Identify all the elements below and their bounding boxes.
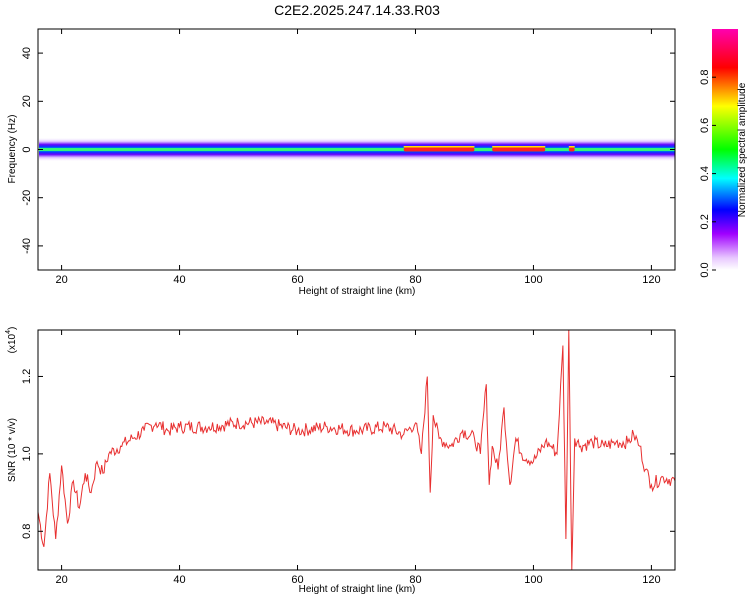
- band-peak-halo: [403, 146, 475, 148]
- snr-xtick-label: 100: [524, 574, 542, 586]
- colorbar-tick-label: 0.8: [699, 70, 711, 85]
- spectrogram-ticks: 20 40 60 80 100 120 40 20 0 -20 -40: [21, 29, 675, 286]
- spectrogram-xtick-label: 40: [173, 274, 185, 286]
- band-peak-segment: [568, 147, 575, 152]
- colorbar-tick-label: 0.2: [699, 214, 711, 229]
- band-core: [39, 148, 675, 151]
- snr-ytick-label: 0.8: [21, 524, 33, 539]
- colorbar-tick-label: 0.4: [699, 166, 711, 181]
- colorbar-gradient: [712, 29, 738, 270]
- spectrogram-panel: 20 40 60 80 100 120 40 20 0 -20 -40 Height of stra…: [7, 28, 676, 297]
- snr-frame: [37, 329, 676, 571]
- snr-ytick-label: 1.0: [21, 446, 33, 461]
- colorbar-label: Normalized spectral amplitude: [737, 82, 748, 217]
- snr-scale-base: (x10: [7, 333, 18, 353]
- snr-xtick-label: 60: [291, 574, 303, 586]
- snr-scale-close: ): [7, 327, 18, 330]
- snr-xtick-label: 120: [642, 574, 660, 586]
- spectrogram-xtick-label: 80: [409, 274, 421, 286]
- colorbar: 0.0 0.2 0.4 0.6 0.8 Normalized spectral ampl…: [699, 29, 748, 278]
- spectrogram-xtick-label: 20: [55, 274, 67, 286]
- heatmap-layer: [39, 137, 675, 162]
- snr-ytick-label: 1.2: [21, 369, 33, 384]
- snr-xtick-label: 80: [409, 574, 421, 586]
- chart-title: C2E2.2025.247.14.33.R03: [274, 2, 440, 18]
- svg-text:(x104): (x104): [5, 327, 18, 354]
- band-peak-segment: [492, 147, 546, 152]
- spectrogram-ytick-label: 20: [21, 95, 33, 107]
- snr-xlabel: Height of straight line (km): [299, 584, 416, 595]
- spectrogram-ytick-label: 40: [21, 47, 33, 59]
- snr-xtick-label: 20: [55, 574, 67, 586]
- snr-ticks: 20 40 60 80 100 120 0.8 1.0 1.2: [21, 330, 675, 586]
- snr-scale-label: (x104): [5, 327, 18, 354]
- colorbar-tick-label: 0.0: [699, 262, 711, 277]
- spectrogram-xlabel: Height of straight line (km): [299, 286, 416, 297]
- spectrogram-ytick-label: -40: [21, 238, 33, 254]
- spectrogram-ylabel: Frequency (Hz): [7, 115, 18, 184]
- snr-panel: 20 40 60 80 100 120 0.8 1.0 1.2 Height of straig…: [5, 327, 676, 595]
- spectrogram-ytick-label: -20: [21, 190, 33, 206]
- colorbar-tick-label: 0.6: [699, 118, 711, 133]
- band-peak-halo: [568, 146, 575, 148]
- spectrogram-xtick-label: 100: [524, 274, 542, 286]
- spectrogram-xtick-label: 120: [642, 274, 660, 286]
- snr-ylabel: SNR (10 * v/v): [7, 418, 18, 482]
- spectrogram-ytick-label: 0: [21, 146, 33, 152]
- snr-line-layer: [37, 329, 676, 571]
- band-peak-segment: [403, 147, 475, 152]
- colorbar-ticks: 0.0 0.2 0.4 0.6 0.8: [699, 70, 716, 278]
- snr-xtick-label: 40: [173, 574, 185, 586]
- band-peak-halo: [492, 146, 546, 148]
- snr-series-line: [37, 329, 676, 571]
- spectrogram-xtick-label: 60: [291, 274, 303, 286]
- snr-scale-exp: 4: [5, 330, 12, 334]
